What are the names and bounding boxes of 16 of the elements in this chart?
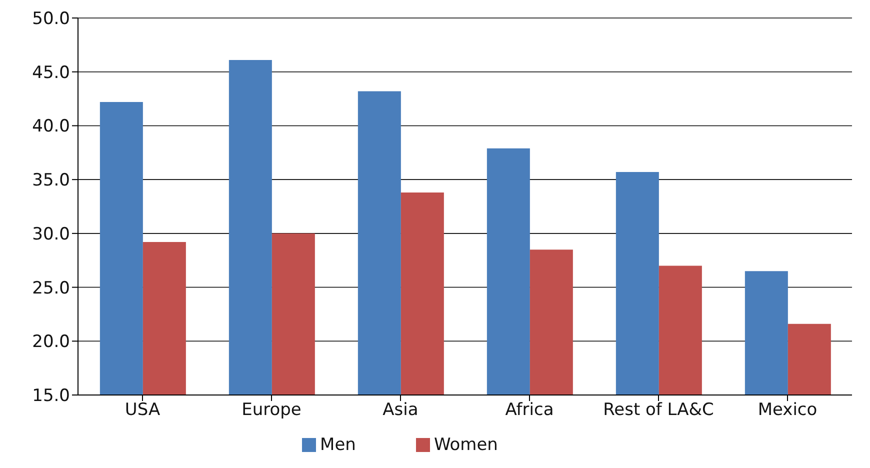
y-tick-label: 20.0 [32,332,70,352]
x-tick-label: Mexico [758,400,818,420]
x-tick-label: Europe [242,400,302,420]
y-tick-label: 35.0 [32,170,70,191]
y-tick-label: 30.0 [32,224,70,244]
y-tick-label: 45.0 [32,62,70,83]
legend-label: Women [434,435,498,455]
legend-label: Men [320,435,356,455]
y-tick-label: 50.0 [32,9,70,30]
x-tick-label: Rest of LA&C [603,400,714,420]
x-tick-label: Asia [382,400,418,420]
x-tick-label: Africa [505,400,554,420]
y-tick-label: 15.0 [32,386,70,406]
y-tick-label: 40.0 [32,116,70,137]
x-tick-label: USA [124,400,160,420]
y-tick-label: 25.0 [32,278,70,298]
